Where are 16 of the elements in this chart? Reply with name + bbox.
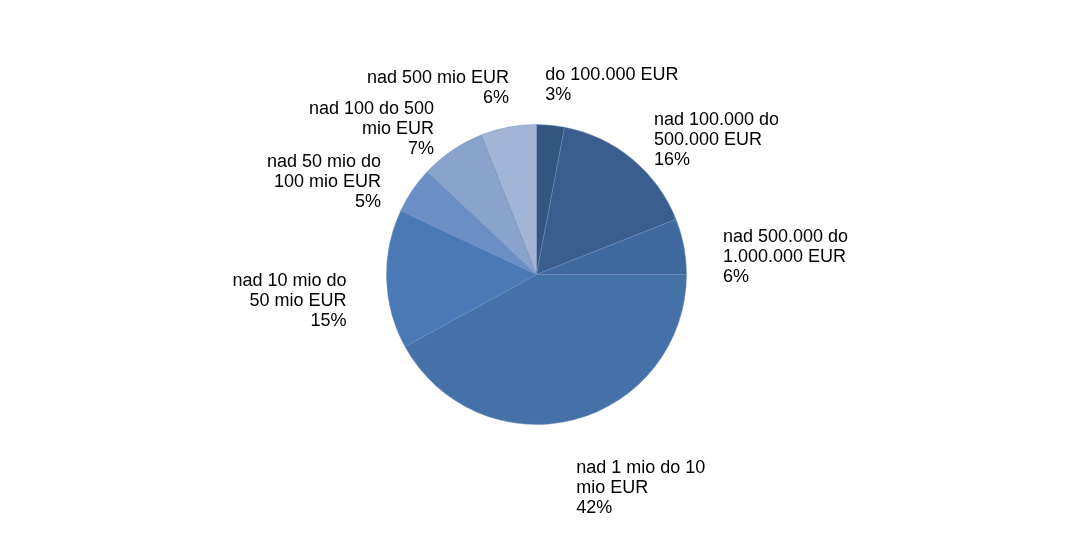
data-label: 5% [355,191,382,212]
slice-label: do 100.000 EUR [545,64,679,85]
data-label: 42% [576,497,613,518]
slice-label: nad 50 mio do 100 mio EUR [266,151,382,192]
slice-label: nad 1 mio do 10 mio EUR [576,457,706,498]
slice-label: nad 500 mio EUR [366,67,510,88]
slice-label: nad 100 do 500 mio EUR [308,98,435,139]
data-label: 6% [722,266,749,287]
data-label: 16% [653,149,691,170]
slice-label: nad 500.000 do 1.000.000 EUR [722,226,849,267]
slice-label: nad 10 mio do 50 mio EUR [232,269,347,310]
data-label: 7% [408,138,435,159]
data-label: 6% [483,87,510,108]
slice-label: nad 100.000 do 500.000 EUR [653,109,780,150]
data-label: 3% [545,84,572,105]
data-label: 15% [310,309,347,330]
